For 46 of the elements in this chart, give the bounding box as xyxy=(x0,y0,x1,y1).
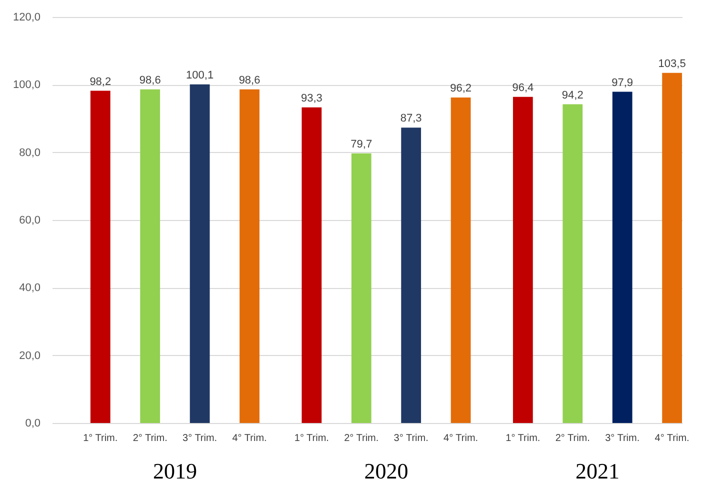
text: 3° Trim. xyxy=(394,433,428,444)
text: 4° Trim. xyxy=(232,433,267,444)
data-label: 79,7 xyxy=(350,138,372,150)
series-label: 1° Trim. xyxy=(294,433,329,444)
bar xyxy=(140,89,160,423)
data-label: 93,3 xyxy=(300,92,322,104)
y-tick-label: 40,0 xyxy=(19,282,40,294)
y-tick-label: 60,0 xyxy=(19,214,40,226)
text: 2° Trim. xyxy=(132,433,168,444)
bar xyxy=(612,92,632,423)
y-tick-label: 100,0 xyxy=(12,79,40,92)
bar xyxy=(302,107,322,423)
data-label: 103,5 xyxy=(658,58,686,70)
bar xyxy=(240,89,260,423)
text: 2° Trim. xyxy=(344,433,379,444)
y-tick-label: 20,0 xyxy=(19,350,40,362)
bar xyxy=(662,72,682,423)
bar xyxy=(401,128,422,423)
data-label: 98,6 xyxy=(139,74,161,86)
data-label: 98,6 xyxy=(238,74,260,86)
data-label: 100,1 xyxy=(186,69,214,82)
text: 1° Trim. xyxy=(506,433,540,444)
x-tick-label: 2021 xyxy=(575,458,620,484)
series-label: 4° Trim. xyxy=(444,433,478,444)
text: 1° Trim. xyxy=(83,433,118,444)
data-label: 87,3 xyxy=(400,112,422,125)
bar xyxy=(351,153,372,423)
data-label: 96,2 xyxy=(450,82,472,95)
y-tick-label: 0,0 xyxy=(25,418,40,430)
y-tick-label: 120,0 xyxy=(12,12,40,24)
data-label: 97,9 xyxy=(612,76,634,89)
series-label: 3° Trim. xyxy=(605,433,640,444)
y-tick-label: 80,0 xyxy=(19,146,40,159)
data-label: 94,2 xyxy=(562,89,584,102)
data-label: 96,4 xyxy=(512,82,534,94)
bar xyxy=(562,104,583,423)
text: 4° Trim. xyxy=(654,433,690,444)
x-tick-label: 2019 xyxy=(152,458,197,484)
text: 3° Trim. xyxy=(182,433,218,444)
series-label: 2° Trim. xyxy=(555,433,590,444)
bar xyxy=(90,90,110,423)
bar xyxy=(512,96,533,423)
bar xyxy=(190,84,210,423)
x-tick-label: 2020 xyxy=(364,458,408,484)
bar xyxy=(450,98,471,423)
data-label: 98,2 xyxy=(90,76,112,88)
